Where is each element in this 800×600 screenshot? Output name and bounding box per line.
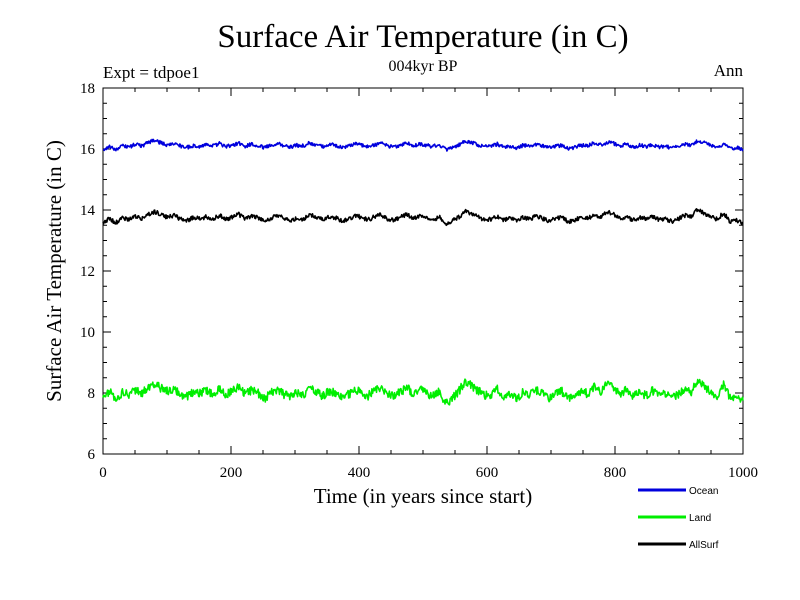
x-axis-label: Time (in years since start): [314, 484, 533, 508]
axis-ticks: 0 200 400 600 800 1000 6 8 10 12 14 16 18: [80, 81, 758, 481]
legend-label-allsurf: AllSurf: [689, 540, 719, 551]
experiment-label: Expt = tdpoe1: [103, 63, 199, 82]
y-tick-label: 8: [88, 386, 96, 402]
series-lines: [102, 138, 744, 406]
y-tick-label: 16: [80, 142, 96, 158]
x-tick-label: 200: [220, 465, 243, 481]
x-tick-label: 1000: [728, 465, 758, 481]
series-line-allsurf: [102, 208, 744, 227]
series-line-land: [102, 378, 744, 406]
chart-title: Surface Air Temperature (in C): [217, 19, 628, 55]
x-tick-label: 800: [604, 465, 627, 481]
y-tick-label: 6: [88, 447, 96, 463]
x-tick-label: 400: [348, 465, 371, 481]
series-line-ocean: [102, 138, 744, 152]
y-axis-label: Surface Air Temperature (in C): [42, 140, 66, 402]
y-tick-label: 14: [80, 203, 96, 219]
legend-label-land: Land: [689, 513, 711, 524]
y-tick-label: 12: [80, 264, 95, 280]
legend-label-ocean: Ocean: [689, 486, 718, 497]
x-tick-label: 0: [99, 465, 107, 481]
chart-subtitle: 004kyr BP: [389, 58, 458, 75]
season-label: Ann: [714, 61, 744, 80]
y-tick-label: 18: [80, 81, 95, 97]
y-tick-label: 10: [80, 325, 95, 341]
x-tick-label: 600: [476, 465, 499, 481]
legend: Ocean Land AllSurf: [638, 486, 719, 551]
